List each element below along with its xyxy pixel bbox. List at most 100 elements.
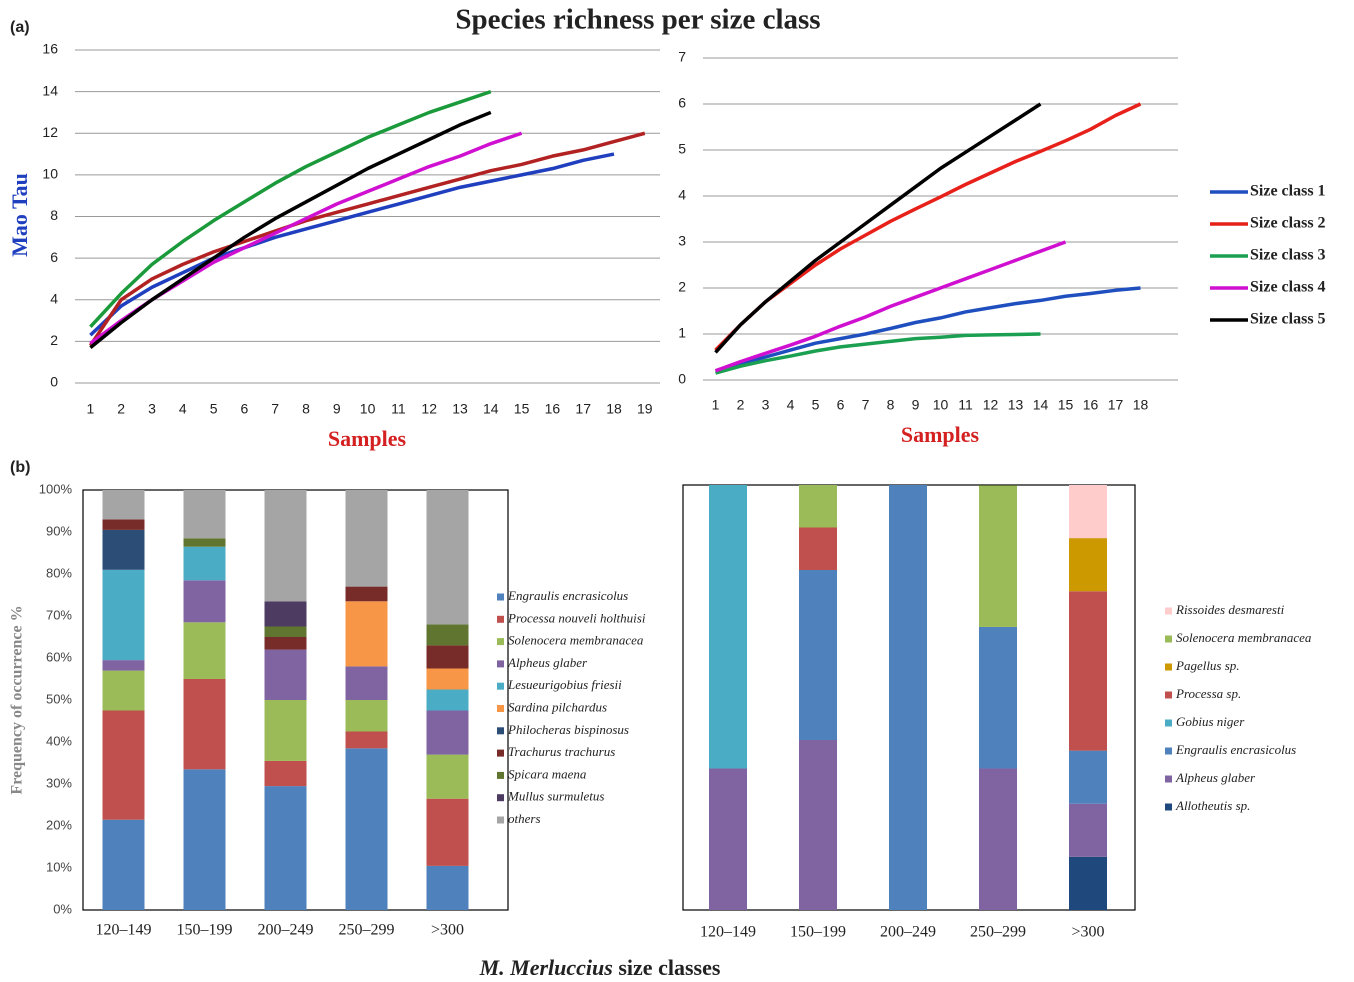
legend-label: others: [508, 811, 541, 826]
x-tick-label: 16: [545, 401, 561, 417]
y-tick-label: 100%: [39, 481, 73, 496]
y-tick-label: 20%: [46, 817, 72, 832]
x-tick-label: 3: [148, 401, 156, 417]
x-tick-label: 2: [737, 397, 745, 413]
legend-swatch: [497, 615, 504, 623]
legend-label: Spicara maena: [508, 766, 587, 781]
y-tick-label: 10: [42, 166, 58, 182]
y-tick-label: 14: [42, 82, 58, 98]
legend-label: Size class 2: [1250, 215, 1326, 232]
bar-segment: [799, 527, 837, 570]
bar-segment: [183, 546, 226, 581]
y-tick-label: 4: [50, 290, 58, 306]
legend-swatch: [1165, 635, 1172, 643]
line-series: [89, 110, 492, 349]
bar-segment: [1069, 803, 1107, 857]
y-tick-label: 1: [678, 325, 686, 341]
legend-swatch: [497, 593, 504, 601]
legend-swatch: [497, 794, 504, 802]
bar-segment: [264, 649, 307, 700]
legend-label: Size class 3: [1250, 247, 1326, 264]
bar-segment: [264, 786, 307, 910]
bar-segment: [1069, 538, 1107, 592]
legend-swatch: [1165, 663, 1172, 671]
y-tick-label: 5: [678, 141, 686, 157]
y-axis-label: Frequency of occurrence %: [9, 605, 26, 794]
legend-swatch: [497, 660, 504, 668]
legend-label: Engraulis encrasicolus: [1175, 742, 1296, 757]
x-tick-label: 150–199: [177, 922, 233, 939]
y-tick-label: 90%: [46, 523, 72, 538]
x-tick-label: 7: [271, 401, 279, 417]
x-tick-label: 14: [1033, 397, 1049, 413]
x-tick-label: >300: [431, 922, 464, 939]
x-tick-label: 13: [1008, 397, 1024, 413]
y-tick-label: 0: [678, 371, 686, 387]
bar-segment: [345, 586, 388, 602]
bar-segment: [426, 754, 469, 799]
bar-segment: [102, 490, 145, 520]
x-label-rest: size classes: [618, 955, 720, 980]
x-tick-label: 5: [812, 397, 820, 413]
bar-segment: [1069, 591, 1107, 751]
y-tick-label: 60%: [46, 649, 72, 664]
x-tick-label: 1: [712, 397, 720, 413]
x-tick-label: 9: [912, 397, 920, 413]
bar-segment: [183, 490, 226, 539]
bar-segment: [264, 760, 307, 787]
legend-label: Trachurus trachurus: [508, 744, 615, 759]
bar-segment: [426, 689, 469, 711]
line-series: [88, 131, 646, 347]
legend-swatch: [1165, 775, 1172, 783]
y-tick-label: 4: [678, 187, 686, 203]
y-tick-label: 10%: [46, 859, 72, 874]
bar-segment: [426, 710, 469, 755]
bar-segment: [979, 768, 1017, 910]
legend-label: Pagellus sp.: [1175, 658, 1240, 673]
bar-segment: [426, 668, 469, 690]
bar-segment: [799, 570, 837, 740]
y-tick-label: 12: [42, 124, 58, 140]
legend-label: Gobius niger: [1176, 714, 1245, 729]
legend-label: Processa nouveli holthuisi: [507, 610, 646, 625]
bar-segment: [183, 679, 226, 770]
bar-segment: [979, 626, 1017, 769]
bar-segment: [345, 748, 388, 910]
legend-label: Alpheus glaber: [1175, 770, 1256, 785]
x-tick-label: 150–199: [790, 924, 846, 941]
x-tick-label: 120–149: [700, 924, 756, 941]
x-tick-label: 13: [452, 401, 468, 417]
x-tick-label: 200–249: [880, 924, 936, 941]
line-series: [714, 102, 1142, 352]
x-tick-label: 11: [958, 397, 973, 413]
x-tick-label: 4: [787, 397, 795, 413]
legend-swatch: [497, 638, 504, 646]
bar-segment: [264, 601, 307, 627]
bar-segment: [1069, 856, 1107, 910]
x-tick-label: 2: [117, 401, 125, 417]
legend-label: Philocheras bispinosus: [507, 722, 629, 737]
y-tick-label: 40%: [46, 733, 72, 748]
legend-label: Lesueurigobius friesii: [507, 677, 622, 692]
legend-swatch: [497, 682, 504, 690]
x-tick-label: 15: [1058, 397, 1074, 413]
x-tick-label: 11: [391, 401, 406, 417]
y-tick-label: 2: [50, 332, 58, 348]
y-tick-label: 3: [678, 233, 686, 249]
bar-segment: [345, 666, 388, 700]
x-tick-label: 5: [210, 401, 218, 417]
legend-label: Allotheutis sp.: [1175, 798, 1250, 813]
x-tick-label: 16: [1083, 397, 1099, 413]
x-tick-label: 10: [360, 401, 376, 417]
line-series: [714, 240, 1067, 373]
y-tick-label: 0: [50, 374, 58, 390]
legend-label: Rissoides desmaresti: [1175, 602, 1285, 617]
bar-segment: [102, 529, 145, 570]
line-series: [715, 286, 1141, 373]
bar-segment: [183, 769, 226, 910]
legend-label: Alpheus glaber: [507, 655, 588, 670]
x-tick-label: 8: [302, 401, 310, 417]
y-axis-label: Mao Tau: [7, 173, 32, 257]
legend-swatch: [497, 816, 504, 824]
